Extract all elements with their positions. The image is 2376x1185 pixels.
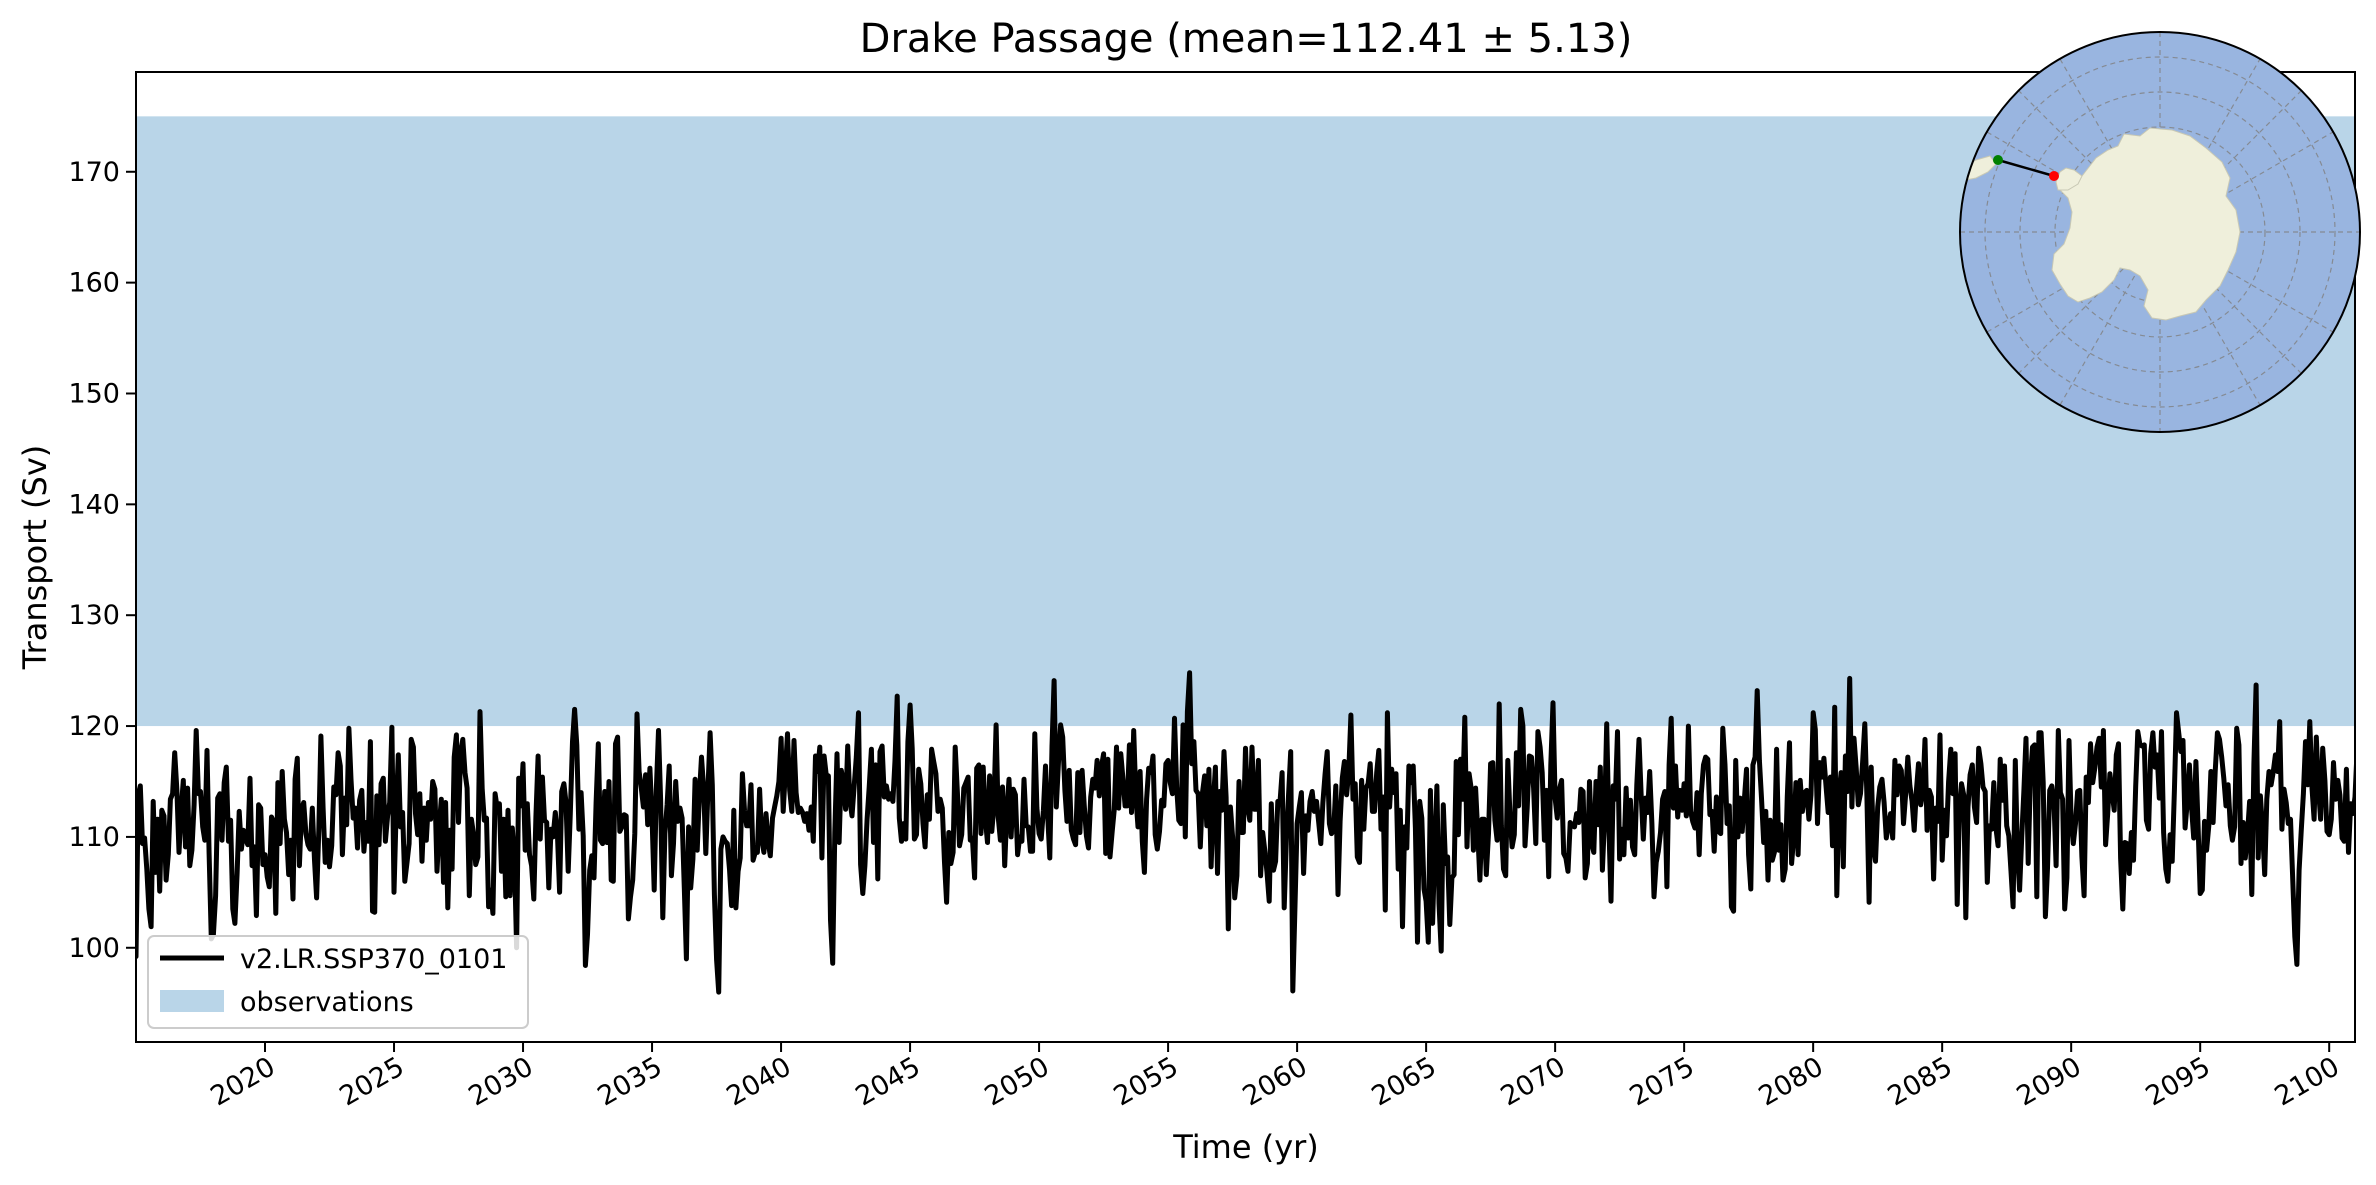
transect-line xyxy=(1997,158,2055,178)
y-axis: 100 110 120 130 140 150 160 170 xyxy=(68,157,136,964)
y-tick-label: 120 xyxy=(68,711,120,742)
chart-title: Drake Passage (mean=112.41 ± 5.13) xyxy=(860,16,1633,62)
antarctic-peninsula xyxy=(2055,167,2083,191)
legend-label-series: v2.LR.SSP370_0101 xyxy=(240,944,507,975)
y-tick-label: 140 xyxy=(68,489,120,520)
transect-start-marker xyxy=(1993,155,2003,165)
y-tick-label: 160 xyxy=(68,268,120,299)
legend-box xyxy=(147,935,529,1029)
y-tick-label: 100 xyxy=(68,933,120,964)
antarctica-landmass xyxy=(2051,127,2241,321)
legend: v2.LR.SSP370_0101 observations xyxy=(147,935,529,1029)
y-tick-label: 150 xyxy=(68,378,120,409)
y-axis-label: Transport (Sv) xyxy=(16,445,54,671)
y-tick-label: 170 xyxy=(68,157,120,188)
plot-frame xyxy=(135,71,2356,1043)
y-tick-label: 130 xyxy=(68,600,120,631)
legend-label-observations: observations xyxy=(240,987,414,1018)
y-tick-label: 110 xyxy=(68,822,120,853)
series-line xyxy=(136,670,2355,995)
x-axis-label: Time (yr) xyxy=(1172,1128,1319,1166)
map-border xyxy=(1959,31,2361,433)
inset-map-antarctica xyxy=(1959,31,2361,433)
legend-observations-swatch xyxy=(160,990,224,1012)
transect-end-marker xyxy=(2049,171,2059,181)
